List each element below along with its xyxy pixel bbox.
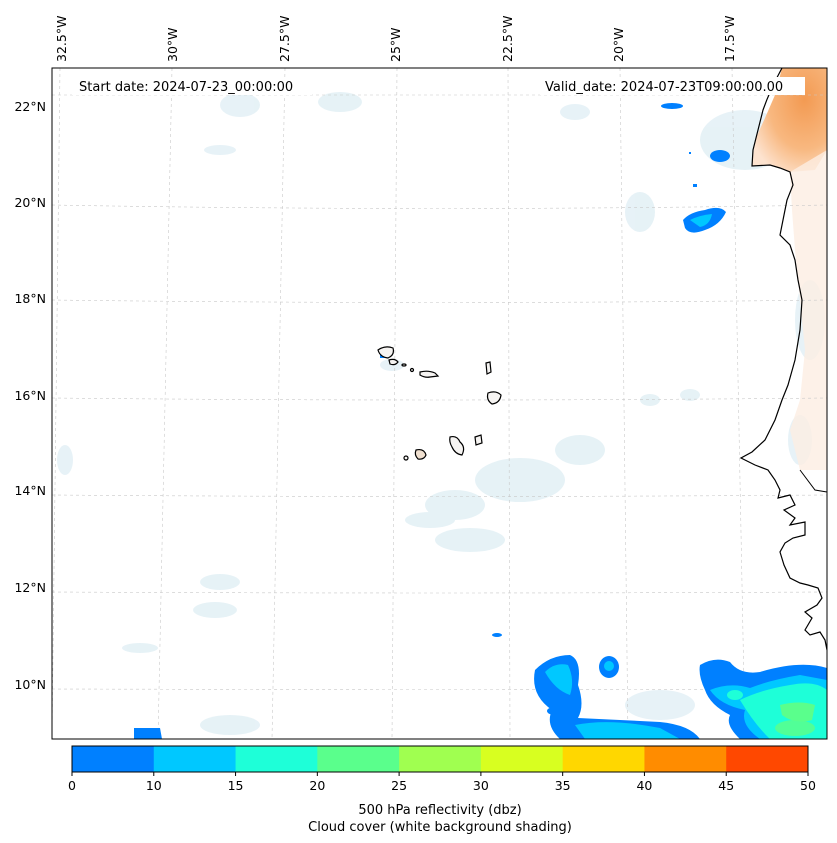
- colorbar-segment: [480, 746, 564, 772]
- coastline-africa: [739, 68, 827, 651]
- colorbar-tick-label: 0: [68, 778, 76, 793]
- valid-date-text: Valid_date: 2024-07-23T09:00:00.00: [545, 80, 783, 95]
- colorbar-tick-label: 30: [473, 778, 489, 793]
- colorbar-label: 500 hPa reflectivity (dbz): [358, 803, 521, 818]
- lon-label: 25°W: [388, 27, 403, 62]
- lat-label: 14°N: [14, 483, 46, 498]
- colorbar-sublabel: Cloud cover (white background shading): [308, 820, 572, 835]
- lat-label: 18°N: [14, 291, 46, 306]
- colorbar-tick-label: 10: [146, 778, 162, 793]
- land-shading-light: [790, 150, 827, 470]
- colorbar-segment: [562, 746, 645, 772]
- colorbar-tick-label: 15: [228, 778, 244, 793]
- lat-label: 22°N: [14, 99, 46, 114]
- colorbar-tick-label: 35: [555, 778, 571, 793]
- colorbar-tick-label: 45: [718, 778, 734, 793]
- colorbar-segment: [726, 746, 809, 772]
- lat-label: 12°N: [14, 580, 46, 595]
- lon-label: 17.5°W: [722, 16, 737, 62]
- colorbar-frame: [71, 745, 809, 773]
- lon-label: 30°W: [165, 27, 180, 62]
- colorbar-tick-label: 40: [636, 778, 652, 793]
- lat-label: 20°N: [14, 195, 46, 210]
- latitude-labels: 22°N 20°N 18°N 16°N 14°N 12°N 10°N: [14, 99, 46, 692]
- gridlines: [52, 68, 827, 739]
- colorbar-segment: [235, 746, 318, 772]
- colorbar-segment: [317, 746, 400, 772]
- colorbar-segment: [644, 746, 727, 772]
- start-date-box: Start date: 2024-07-23_00:00:00: [72, 77, 312, 95]
- colorbar-tick-label: 20: [309, 778, 325, 793]
- colorbar-segment: [153, 746, 237, 772]
- colorbar-segment: [72, 746, 155, 772]
- lon-label: 22.5°W: [500, 16, 515, 62]
- colorbar-ticks: 0 10 15 20 25 30 35 40 45 50: [68, 772, 816, 793]
- valid-date-box: Valid_date: 2024-07-23T09:00:00.00: [540, 77, 805, 95]
- longitude-labels: 32.5°W 30°W 27.5°W 25°W 22.5°W 20°W 17.5…: [54, 16, 737, 62]
- border-gambia: [799, 469, 827, 493]
- reflectivity-echoes: [134, 103, 827, 739]
- lon-label: 27.5°W: [277, 16, 292, 62]
- land-shading: [752, 68, 827, 172]
- lon-label: 32.5°W: [54, 16, 69, 62]
- colorbar-tick-label: 50: [800, 778, 816, 793]
- start-date-text: Start date: 2024-07-23_00:00:00: [79, 80, 293, 95]
- map-area: [52, 68, 827, 739]
- lat-label: 16°N: [14, 388, 46, 403]
- cape-verde-islands: [377, 346, 502, 461]
- lat-label: 10°N: [14, 677, 46, 692]
- map-frame: [51, 67, 828, 740]
- colorbar: [71, 745, 809, 773]
- colorbar-tick-label: 25: [391, 778, 407, 793]
- colorbar-segment: [399, 746, 482, 772]
- lon-label: 20°W: [611, 27, 626, 62]
